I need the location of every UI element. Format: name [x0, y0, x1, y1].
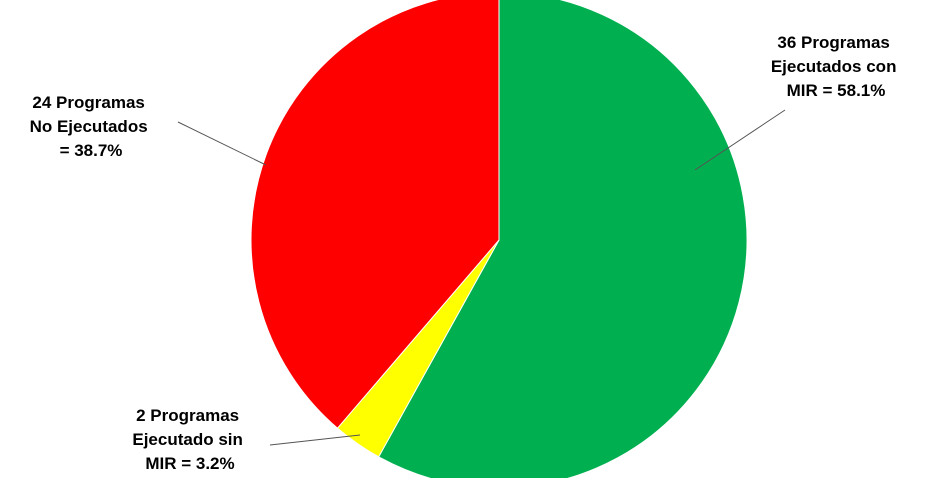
slice-no-ejecutados: [250, 0, 500, 429]
leader-line-ejecutados: [694, 109, 786, 171]
leader-line-no-ejecutados: [177, 121, 267, 166]
label-ejecutado-sin-mir: 2 Programas Ejecutado sin MIR = 3.2%: [132, 406, 247, 473]
label-no-ejecutados: 24 Programas No Ejecutados = 38.7%: [30, 93, 153, 160]
label-ejecutados-con-mir: 36 Programas Ejecutados con MIR = 58.1%: [771, 33, 901, 100]
slice-ejecutados-con-mir: [377, 0, 748, 478]
leader-line-sin-mir: [269, 434, 361, 446]
